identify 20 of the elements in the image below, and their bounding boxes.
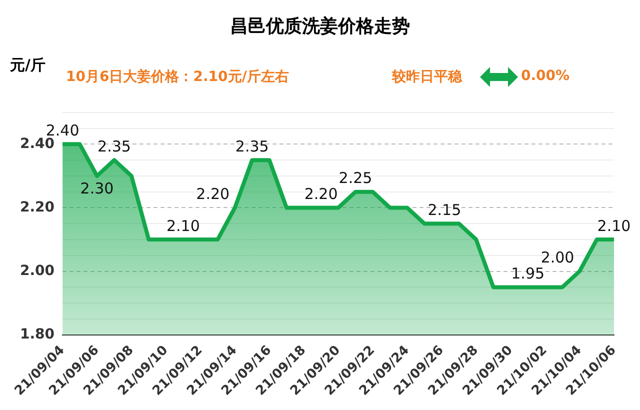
text: 2.00 [20, 262, 55, 279]
data-label: 2.35 [235, 137, 269, 156]
y-axis-title: 元/斤 [10, 56, 46, 75]
data-label: 2.15 [428, 201, 462, 220]
data-label: 2.30 [80, 179, 114, 198]
data-label: 1.95 [511, 264, 545, 283]
data-label: 2.00 [540, 248, 574, 267]
data-label: 2.25 [338, 169, 372, 188]
data-label: 2.10 [597, 216, 631, 235]
data-label: 2.10 [166, 216, 200, 235]
chart-title: 昌邑优质洗姜价格走势 [229, 15, 411, 38]
text: 0.00% [521, 68, 570, 84]
text: 10月6日大姜价格：2.10元/斤左右 [66, 68, 289, 86]
data-label: 2.35 [98, 137, 131, 156]
text: 2.40 [20, 136, 55, 152]
data-label: 2.20 [196, 185, 230, 204]
text: 较昨日平稳 [392, 68, 462, 86]
text: 2.20 [20, 199, 55, 216]
text: 1.80 [20, 326, 55, 343]
data-label: 2.20 [304, 185, 338, 204]
